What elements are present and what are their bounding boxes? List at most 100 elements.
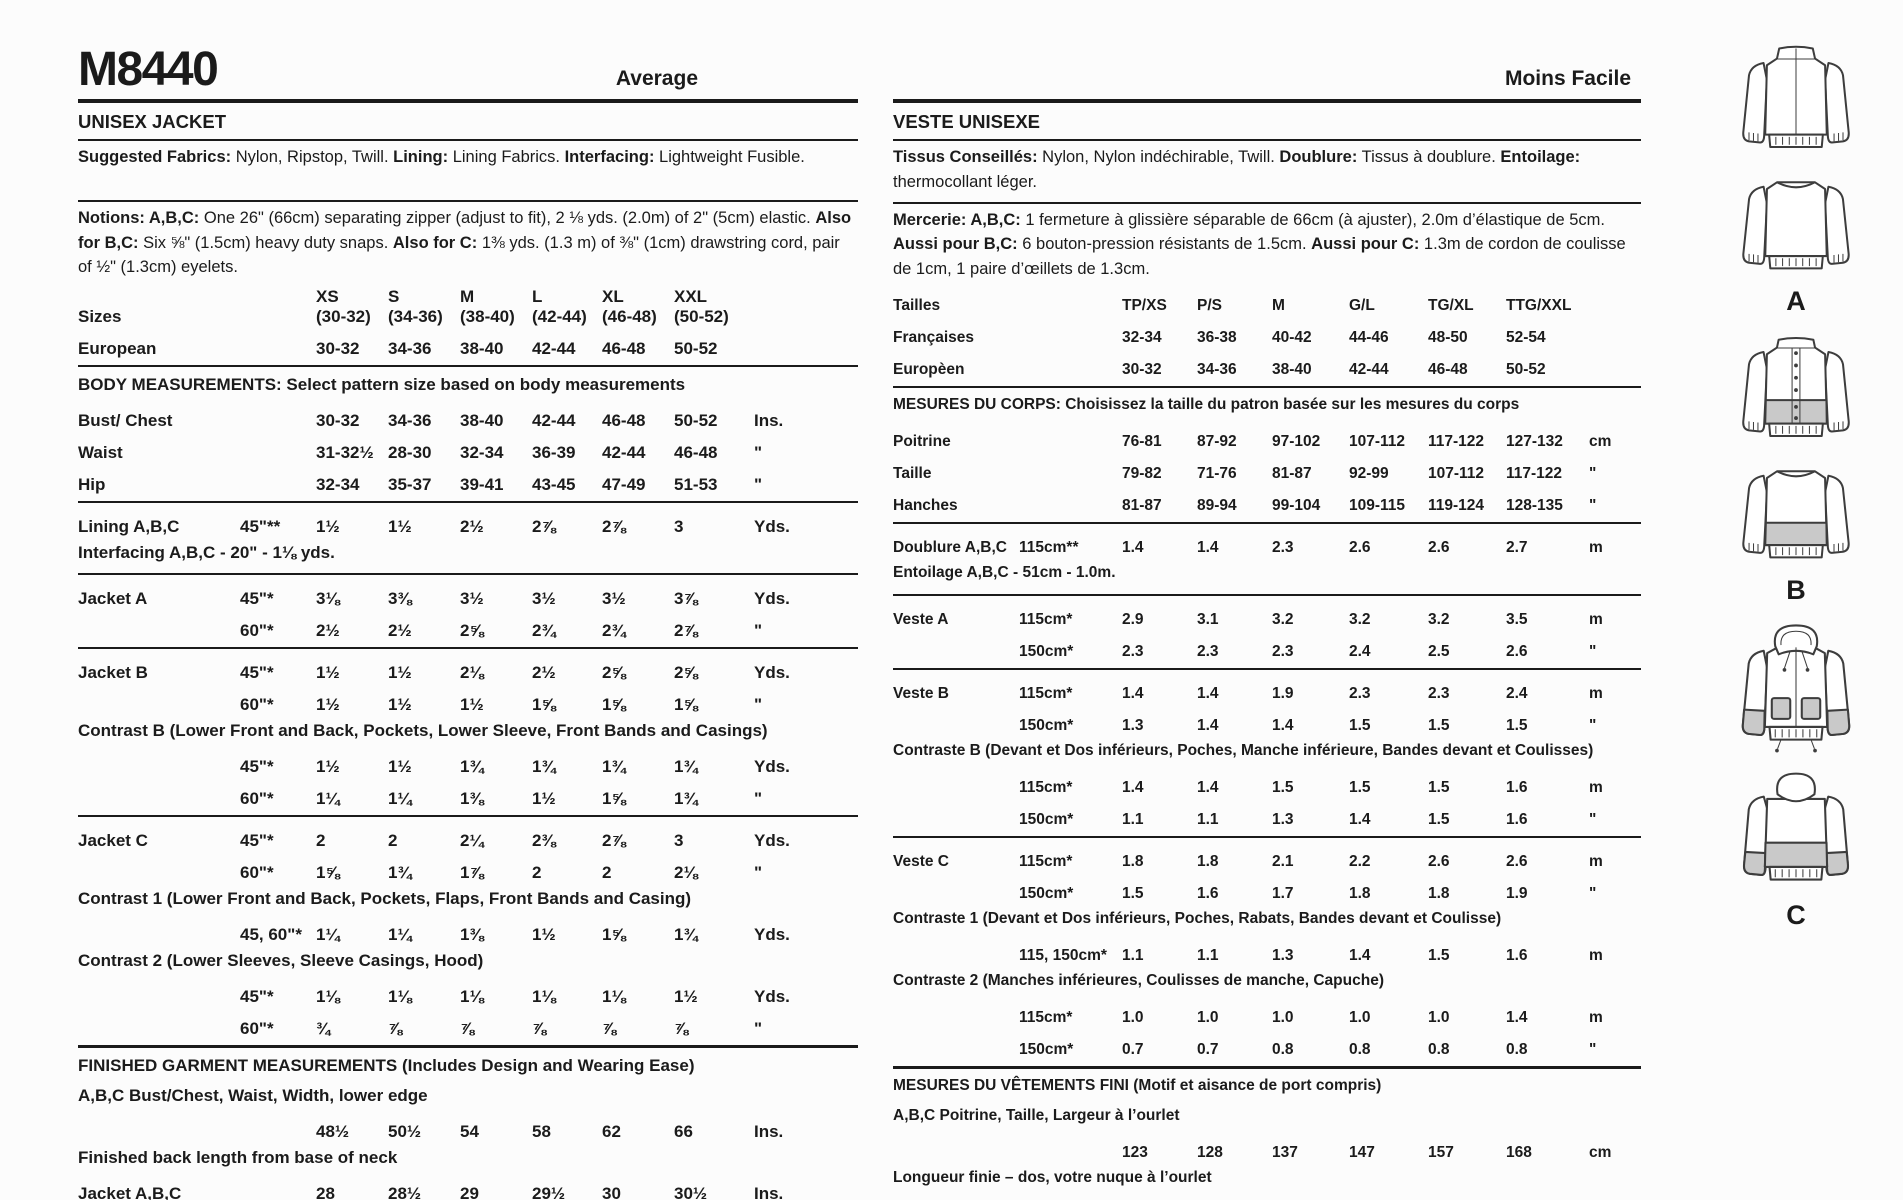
- row-label: Françaises: [893, 329, 974, 347]
- size-value: 1⅜: [460, 924, 484, 944]
- unit: ": [1589, 885, 1597, 903]
- size-value: 1.1: [1122, 811, 1144, 829]
- size-value: 51-53: [674, 474, 718, 494]
- size-value: 81-87: [1122, 497, 1162, 515]
- size-value: 1.6: [1506, 811, 1528, 829]
- size-value: 2.6: [1349, 539, 1371, 557]
- size-value: 2.6: [1428, 853, 1450, 871]
- size-value: 28½: [388, 1183, 422, 1200]
- size-value: 3.1: [1197, 611, 1219, 629]
- fabrics-paragraph-fr: Tissus Conseillés: Nylon, Nylon indéchir…: [893, 145, 1641, 195]
- unit: Ins.: [754, 1121, 784, 1141]
- section-heading: BODY MEASUREMENTS: Select pattern size b…: [78, 371, 858, 401]
- table-row: 150cm* 1.1 1.1 1.3 1.4 1.5 1.6 ": [893, 800, 1641, 832]
- plain-text: - 51cm - 1.0m.: [1008, 563, 1116, 581]
- section-heading: MESURES DU VÊTEMENTS FINI (Motif et aisa…: [893, 1073, 1641, 1103]
- pattern-number: M8440: [78, 43, 219, 96]
- fabric-width: 115cm**: [1019, 539, 1079, 557]
- size-value: ⅞: [602, 1018, 617, 1038]
- table-row: 60"* ¾ ⅞ ⅞ ⅞ ⅞ ⅞ ": [78, 1009, 858, 1041]
- emphasis-text: Notions: A,B,C:: [78, 208, 200, 227]
- size-value: 1.4: [1122, 685, 1144, 703]
- unit: m: [1589, 611, 1603, 629]
- size-value: 0.7: [1122, 1041, 1144, 1059]
- table-row: Hip 32-34 35-37 39-41 43-45 47-49 51-53 ": [78, 465, 858, 497]
- size-value: 32-34: [316, 474, 360, 494]
- size-value: 2¾: [602, 620, 626, 640]
- unit: ": [754, 442, 763, 462]
- size-value: 1.0: [1349, 1009, 1371, 1027]
- row-label: Jacket A: [78, 588, 148, 608]
- size-value: 46-48: [602, 338, 646, 358]
- unit: Yds.: [754, 830, 790, 850]
- size-value: 0.8: [1272, 1041, 1294, 1059]
- table-rule: [78, 1045, 858, 1048]
- size-value: 38-40: [460, 410, 504, 430]
- table-row: Tailles TP/XS P/S M G/L TG/XL TTG/XXL: [893, 286, 1641, 318]
- unit: ": [1589, 465, 1597, 483]
- size-value: 1.9: [1272, 685, 1294, 703]
- table-rule: [78, 365, 858, 367]
- row-label: European: [78, 338, 157, 358]
- emphasis-text: Contrast 1 (Lower Front and Back, Pocket…: [78, 889, 692, 908]
- emphasis-text: Also for C:: [392, 233, 478, 252]
- table-rule: [893, 385, 1641, 388]
- size-value: 1¾: [602, 756, 626, 776]
- size-value: 1½: [388, 662, 412, 682]
- size-value: 2⅞: [602, 516, 626, 536]
- size-value: 87-92: [1197, 433, 1237, 451]
- unit: m: [1589, 947, 1603, 965]
- size-value: 50-52: [674, 338, 718, 358]
- unit: cm: [1589, 433, 1612, 451]
- size-value: 3.5: [1506, 611, 1528, 629]
- size-value: 47-49: [602, 474, 646, 494]
- section-heading: MESURES DU CORPS: Choisissez la taille d…: [893, 392, 1641, 422]
- table-row: Taille 79-82 71-76 81-87 92-99 107-112 117-122…: [893, 454, 1641, 486]
- size-value: P/S: [1197, 297, 1222, 315]
- table-row: Poitrine 76-81 87-92 97-102 107-112 117-122 12…: [893, 422, 1641, 454]
- size-value: 38-40: [460, 338, 504, 358]
- size-value: 1.8: [1122, 853, 1144, 871]
- size-value: 119-124: [1428, 497, 1485, 515]
- size-value: 1.3: [1272, 947, 1294, 965]
- size-value: 1¼: [316, 924, 340, 944]
- emphasis-text: Entoilage:: [1500, 148, 1581, 166]
- emphasis-text: A,B,C Poitrine, Taille, Largeur à l’ourl…: [893, 1106, 1180, 1124]
- size-value: G/L: [1349, 297, 1375, 315]
- table-row: 45, 60"* 1¼ 1¼ 1⅜ 1½ 1⅝ 1¾ Yds.: [78, 915, 858, 947]
- emphasis-text: Longueur finie – dos, votre nuque à l’ou…: [893, 1168, 1212, 1186]
- table-rule: [893, 667, 1641, 670]
- fabric-width: 115cm*: [1019, 779, 1073, 797]
- size-value: 66: [674, 1121, 693, 1141]
- size-value: 1.4: [1197, 779, 1219, 797]
- size-value: 30½: [674, 1183, 708, 1200]
- size-value: 62: [602, 1121, 621, 1141]
- section-heading: FINISHED GARMENT MEASUREMENTS (Includes …: [78, 1052, 858, 1082]
- plain-text: Six ⅝" (1.5cm) heavy duty snaps.: [138, 233, 393, 252]
- size-value: 79-82: [1122, 465, 1162, 483]
- size-value: 1.1: [1197, 947, 1219, 965]
- size-value: 2.3: [1197, 643, 1219, 661]
- row-label: Jacket B: [78, 662, 148, 682]
- size-value: 117-122: [1506, 465, 1563, 483]
- row-label: Poitrine: [893, 433, 951, 451]
- size-value: 1.8: [1197, 853, 1219, 871]
- unit: ": [1589, 497, 1597, 515]
- size-value: 2.9: [1122, 611, 1144, 629]
- section-heading: Finished back length from base of neck: [78, 1144, 858, 1174]
- plain-text: - 20" - 1⅛ yds.: [215, 543, 335, 562]
- unit: m: [1589, 1009, 1603, 1027]
- fabric-width: 45"*: [240, 756, 274, 776]
- size-value: 30-32: [316, 338, 360, 358]
- size-value: 1¾: [388, 862, 412, 882]
- size-value: 1.0: [1197, 1009, 1219, 1027]
- size-value: TP/XS: [1122, 297, 1167, 315]
- size-value: 1¼: [388, 788, 412, 808]
- size-value: 1.8: [1428, 885, 1450, 903]
- row-label: Lining A,B,C: [78, 516, 180, 536]
- size-value: 2.6: [1428, 539, 1450, 557]
- fabric-width: 115cm*: [1019, 1009, 1073, 1027]
- divider: [893, 139, 1641, 141]
- size-value: 147: [1349, 1144, 1375, 1162]
